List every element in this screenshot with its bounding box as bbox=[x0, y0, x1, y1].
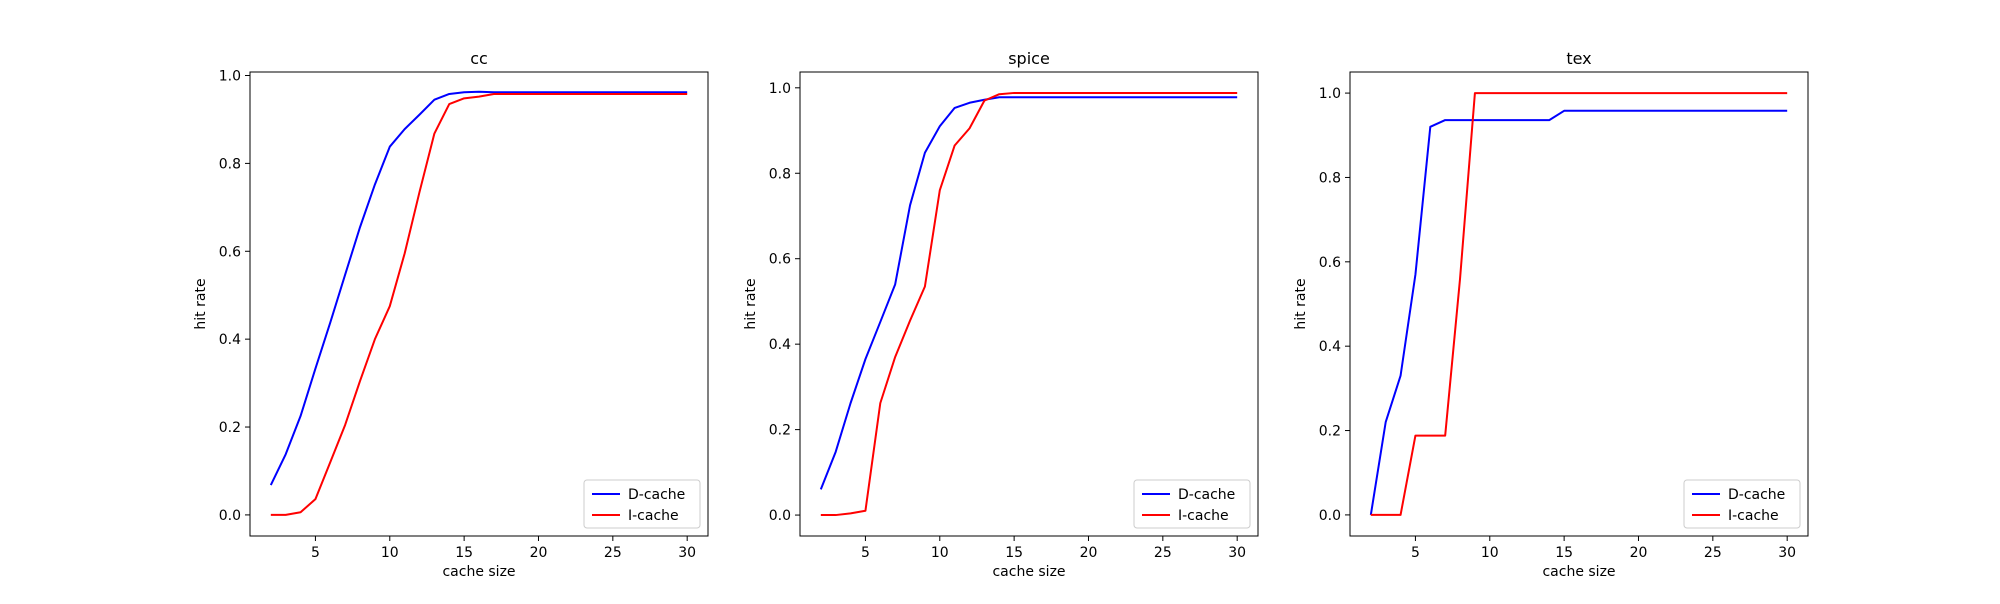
x-tick-label: 10 bbox=[1481, 545, 1499, 561]
y-tick-label: 0.2 bbox=[219, 420, 241, 436]
series-line-d-cache bbox=[1369, 109, 1788, 516]
legend-label: D-cache bbox=[1728, 487, 1785, 503]
series-line-d-cache bbox=[269, 90, 688, 486]
y-tick-label: 1.0 bbox=[219, 69, 241, 85]
y-tick-label: 0.4 bbox=[769, 337, 791, 353]
x-tick-label: 15 bbox=[1555, 545, 1573, 561]
y-axis-label: hit rate bbox=[1293, 278, 1309, 329]
series-line-d-cache bbox=[819, 96, 1238, 490]
y-tick-label: 1.0 bbox=[769, 81, 791, 97]
x-tick-label: 20 bbox=[1630, 545, 1648, 561]
y-tick-label: 0.4 bbox=[219, 332, 241, 348]
chart-title: cc bbox=[470, 49, 488, 68]
plot-frame bbox=[799, 71, 1259, 537]
legend-label: D-cache bbox=[1178, 487, 1235, 503]
x-tick-label: 30 bbox=[1228, 545, 1246, 561]
legend-label: I-cache bbox=[628, 508, 679, 524]
chart-title: spice bbox=[1008, 49, 1050, 68]
series-line-i-cache bbox=[270, 92, 688, 516]
x-tick-label: 25 bbox=[1704, 545, 1722, 561]
y-axis-label: hit rate bbox=[193, 278, 209, 329]
series-line-i-cache bbox=[820, 91, 1238, 517]
x-axis-label: cache size bbox=[1542, 564, 1615, 580]
plot-frame bbox=[249, 71, 709, 537]
y-tick-label: 0.4 bbox=[1319, 339, 1341, 355]
y-tick-label: 0.6 bbox=[769, 252, 791, 268]
x-tick-label: 5 bbox=[311, 545, 320, 561]
x-tick-label: 25 bbox=[1154, 545, 1172, 561]
y-tick-label: 0.2 bbox=[769, 423, 791, 439]
x-tick-label: 30 bbox=[1778, 545, 1796, 561]
legend: D-cache I-cache bbox=[1133, 479, 1251, 529]
y-tick-label: 0.6 bbox=[1319, 255, 1341, 271]
x-tick-label: 5 bbox=[861, 545, 870, 561]
y-tick-label: 1.0 bbox=[1319, 86, 1341, 102]
chart-panel-cc: 5 10 15 20 25 30 0.0 0.2 0.4 0.6 0.8 1.0 cc cache siz… bbox=[193, 49, 709, 580]
legend-label: I-cache bbox=[1728, 508, 1779, 524]
y-tick-label: 0.6 bbox=[219, 244, 241, 260]
y-tick-label: 0.8 bbox=[1319, 170, 1341, 186]
y-tick-label: 0.8 bbox=[769, 166, 791, 182]
chart-title: tex bbox=[1566, 49, 1591, 68]
x-tick-label: 20 bbox=[1080, 545, 1098, 561]
chart-panel-tex: 5 10 15 20 25 30 0.0 0.2 0.4 0.6 0.8 1.0 tex cache si… bbox=[1293, 49, 1809, 580]
x-axis-label: cache size bbox=[992, 564, 1065, 580]
x-axis-label: cache size bbox=[442, 564, 515, 580]
legend: D-cache I-cache bbox=[1683, 479, 1801, 529]
x-tick-label: 25 bbox=[604, 545, 622, 561]
legend: D-cache I-cache bbox=[583, 479, 701, 529]
y-tick-label: 0.0 bbox=[769, 508, 791, 524]
y-tick-label: 0.2 bbox=[1319, 424, 1341, 440]
series-line-i-cache bbox=[1370, 92, 1788, 516]
x-tick-label: 15 bbox=[1005, 545, 1023, 561]
x-tick-label: 10 bbox=[381, 545, 399, 561]
x-tick-label: 10 bbox=[931, 545, 949, 561]
chart-panel-spice: 5 10 15 20 25 30 0.0 0.2 0.4 0.6 0.8 1.0 spice cache … bbox=[743, 49, 1259, 580]
y-tick-label: 0.8 bbox=[219, 156, 241, 172]
y-tick-label: 0.0 bbox=[219, 508, 241, 524]
x-tick-label: 5 bbox=[1411, 545, 1420, 561]
y-tick-label: 0.0 bbox=[1319, 508, 1341, 524]
legend-label: I-cache bbox=[1178, 508, 1229, 524]
legend-label: D-cache bbox=[628, 487, 685, 503]
x-tick-label: 20 bbox=[530, 545, 548, 561]
plot-frame bbox=[1349, 71, 1809, 537]
x-tick-label: 15 bbox=[455, 545, 473, 561]
x-tick-label: 30 bbox=[678, 545, 696, 561]
y-axis-label: hit rate bbox=[743, 278, 759, 329]
